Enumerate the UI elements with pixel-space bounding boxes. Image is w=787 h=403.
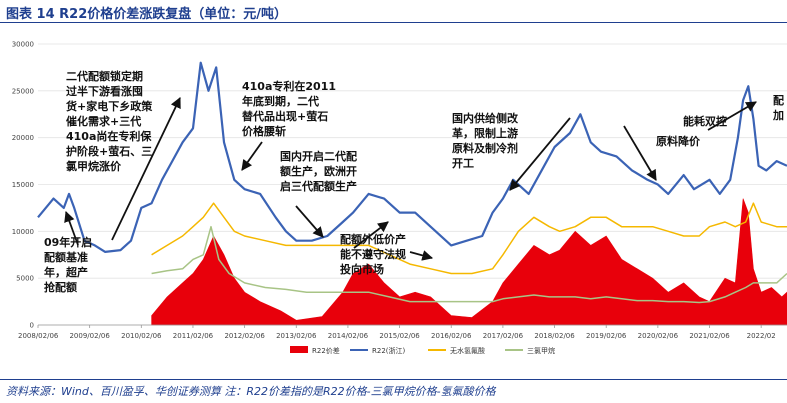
x-tick-label: 2010/02/06 [121, 332, 162, 340]
annotation-text: 二代配额锁定期 [66, 69, 143, 83]
title-divider [0, 22, 787, 23]
annotation-text: 配额外低价产 [340, 232, 406, 246]
y-tick-label: 25000 [12, 87, 34, 95]
y-tick-label: 10000 [12, 228, 34, 236]
annotation-text: 额生产，欧洲开 [280, 164, 357, 178]
line-layer [37, 61, 787, 304]
annotation-text: 能不遵守法规 [340, 247, 406, 261]
annotation-text: 氯甲烷涨价 [66, 159, 122, 173]
annotation-text: 配 [773, 93, 784, 107]
annotation-text: 开工 [452, 157, 474, 170]
annotation-text: 能耗双控 [683, 114, 727, 128]
x-tick-label: 2011/02/06 [173, 332, 214, 340]
annotation-text: 原料及制冷剂 [452, 141, 518, 155]
x-tick-label: 2014/02/06 [328, 332, 369, 340]
x-tick-label: 2013/02/06 [276, 332, 317, 340]
y-tick-label: 30000 [12, 41, 34, 49]
annotation-text: 加 [772, 108, 784, 122]
annotation-text: 投向市场 [340, 262, 384, 276]
annotation-arrow [241, 141, 263, 171]
legend-label: 三氯甲烷 [527, 346, 555, 355]
legend-swatch [290, 346, 308, 353]
annotation-text: 革，限制上游 [452, 126, 518, 140]
series-line-2 [151, 202, 787, 275]
annotation-text: 年底到期，二代 [242, 94, 319, 108]
x-tick-label: 2022/02 [747, 332, 776, 340]
annotation-text: 09年开启 [44, 235, 92, 249]
axes: 0 5000 10000 15000 20000 25000 30000 2008/02/06… [12, 41, 787, 340]
y-tick-label: 5000 [16, 275, 34, 283]
annotation-text: 国内开启二代配 [280, 149, 357, 163]
annotation-text: 配额基准 [44, 250, 88, 264]
annotation-text: 国内供给侧改 [452, 111, 519, 125]
chart-svg: 0 5000 10000 15000 20000 25000 30000 2008/02/06… [12, 41, 787, 355]
series-area-r22-spread [151, 198, 787, 326]
legend: R22价差 R22(浙江) 无水氢氟酸 三氯甲烷 [290, 346, 555, 355]
annotation-arrow [295, 205, 324, 238]
series-line-3 [151, 225, 787, 304]
x-tick-label: 2021/02/06 [689, 332, 730, 340]
x-tick-label: 2008/02/06 [18, 332, 59, 340]
annotation-text: 护阶段+萤石、三 [66, 144, 152, 158]
y-tick-label: 0 [30, 322, 34, 330]
x-tick-label: 2018/02/06 [534, 332, 575, 340]
annotation-arrow [623, 125, 657, 181]
x-tick-label: 2009/02/06 [69, 332, 110, 340]
annotation-text: 催化需求+三代 [66, 114, 141, 128]
annotation-arrow [509, 117, 571, 191]
annotation-arrow [409, 250, 434, 261]
y-tick-label: 15000 [12, 181, 34, 189]
x-tick-label: 2016/02/06 [431, 332, 472, 340]
x-tick-label: 2017/02/06 [483, 332, 524, 340]
legend-label: R22价差 [312, 346, 340, 355]
annotations: 二代配额锁定期过半下游看涨囤货+家电下乡政策催化需求+三代410a尚在专利保护阶… [44, 69, 784, 294]
annotation-arrow [353, 221, 389, 249]
x-tick-label: 2019/02/06 [586, 332, 627, 340]
x-tick-label: 2012/02/06 [224, 332, 265, 340]
annotation-arrow [111, 97, 181, 241]
annotation-text: 价格腰斩 [242, 124, 286, 138]
annotation-arrows [64, 97, 757, 261]
annotation-text: 抢配额 [44, 280, 77, 294]
footer-divider [0, 379, 787, 380]
x-tick-label: 2020/02/06 [638, 332, 679, 340]
annotation-text: 替代品出现+萤石 [242, 109, 328, 123]
annotation-text: 原料降价 [656, 134, 701, 148]
y-tick-label: 20000 [12, 134, 34, 142]
annotation-text: 年，超产 [44, 265, 88, 279]
legend-label: 无水氢氟酸 [450, 346, 485, 355]
annotation-arrow [707, 101, 757, 131]
annotation-text: 货+家电下乡政策 [65, 99, 153, 113]
source-note: 资料来源：Wind、百川盈孚、华创证券测算 注：R22价差指的是R22价格-三氯… [6, 385, 496, 398]
legend-label: R22(浙江) [372, 346, 406, 355]
annotation-arrow [64, 210, 79, 246]
annotation-text: 过半下游看涨囤 [66, 84, 143, 98]
figure-title: 图表 14 R22价格价差涨跌复盘（单位：元/吨） [6, 7, 287, 22]
spread-area-layer [151, 198, 787, 326]
annotation-text: 410a尚在专利保 [66, 129, 152, 143]
x-tick-label: 2015/02/06 [379, 332, 420, 340]
series-line-1 [37, 61, 787, 253]
annotation-text: 启三代配额生产 [280, 179, 357, 193]
annotation-text: 410a专利在2011 [242, 79, 336, 93]
